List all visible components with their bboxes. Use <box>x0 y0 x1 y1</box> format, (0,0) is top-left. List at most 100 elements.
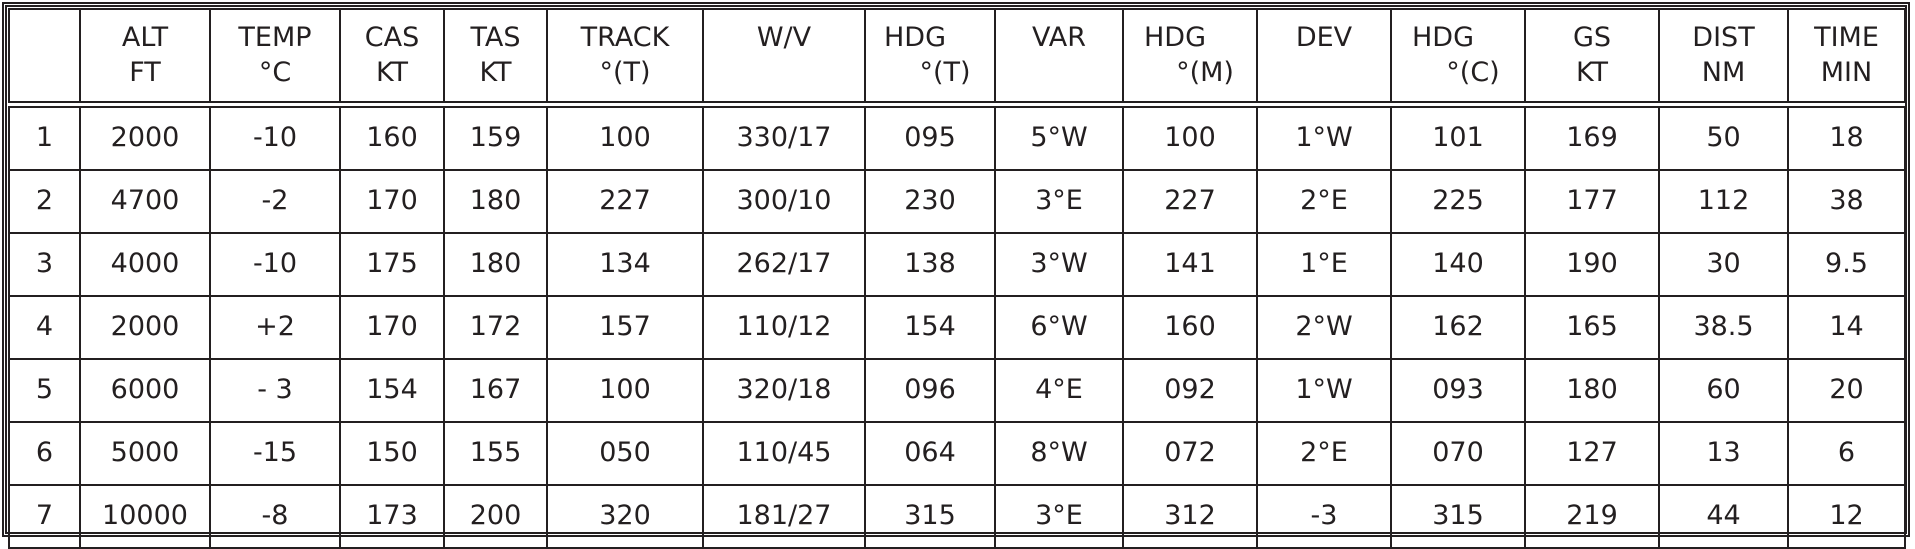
cell-dist: 112 <box>1658 168 1789 234</box>
cell-gs: 169 <box>1524 103 1660 171</box>
cell-cas: 154 <box>339 357 445 423</box>
cell-cas: 160 <box>339 103 445 171</box>
cell-hdg-compass: 070 <box>1390 420 1526 486</box>
cell-track: 320 <box>546 483 704 549</box>
cell-temp: -2 <box>209 168 341 234</box>
column-header-track: TRACK °(T) <box>546 8 704 108</box>
cell-var: 3°E <box>994 168 1124 234</box>
cell-alt: 4000 <box>79 231 211 297</box>
cell-time: 9.5 <box>1787 231 1906 297</box>
column-header-label: HDG <box>1411 22 1474 53</box>
cell-tas: 155 <box>443 420 548 486</box>
table-body: 1 2000 -10 160 159 100 330/17 095 5°W 100 1°W 101 16… <box>8 103 1906 549</box>
cell-alt: 10000 <box>79 483 211 549</box>
cell-tas: 159 <box>443 103 548 171</box>
cell-tas: 180 <box>443 168 548 234</box>
cell-dist: 38.5 <box>1658 294 1789 360</box>
table-row: 2 4700 -2 170 180 227 300/10 230 3°E 227 2°E 225 177… <box>8 168 1906 234</box>
column-header-tas: TAS KT <box>443 8 548 108</box>
cell-var: 3°W <box>994 231 1124 297</box>
cell-var: 5°W <box>994 103 1124 171</box>
cell-var: 8°W <box>994 420 1124 486</box>
cell-tas: 167 <box>443 357 548 423</box>
cell-hdg-true: 315 <box>864 483 996 549</box>
cell-index: 5 <box>8 357 81 423</box>
cell-index: 4 <box>8 294 81 360</box>
cell-cas: 175 <box>339 231 445 297</box>
cell-index: 2 <box>8 168 81 234</box>
cell-hdg-compass: 315 <box>1390 483 1526 549</box>
column-header-dev: DEV <box>1256 8 1392 108</box>
column-header-hdg-compass: HDG °(C) <box>1390 8 1526 108</box>
table-row: 7 10000 -8 173 200 320 181/27 315 3°E 312 -3 315 219… <box>8 483 1906 549</box>
cell-alt: 4700 <box>79 168 211 234</box>
cell-cas: 150 <box>339 420 445 486</box>
cell-time: 12 <box>1787 483 1906 549</box>
cell-dev: 1°W <box>1256 103 1392 171</box>
column-header-time: TIME MIN <box>1787 8 1906 108</box>
column-header-var: VAR <box>994 8 1124 108</box>
column-header-gs: GS KT <box>1524 8 1660 108</box>
cell-index: 1 <box>8 103 81 171</box>
column-header-unit: °(M) <box>1176 57 1234 89</box>
column-header-alt: ALT FT <box>79 8 211 108</box>
cell-dist: 30 <box>1658 231 1789 297</box>
cell-track: 100 <box>546 103 704 171</box>
cell-wv: 110/45 <box>702 420 866 486</box>
column-header-label: W/V <box>756 22 812 53</box>
column-header-unit: °C <box>258 57 292 89</box>
cell-var: 3°E <box>994 483 1124 549</box>
cell-gs: 165 <box>1524 294 1660 360</box>
cell-dev: 1°W <box>1256 357 1392 423</box>
cell-track: 157 <box>546 294 704 360</box>
column-header-wv: W/V <box>702 8 866 108</box>
cell-time: 14 <box>1787 294 1906 360</box>
cell-wv: 300/10 <box>702 168 866 234</box>
cell-tas: 172 <box>443 294 548 360</box>
cell-index: 7 <box>8 483 81 549</box>
cell-dist: 13 <box>1658 420 1789 486</box>
cell-alt: 6000 <box>79 357 211 423</box>
column-header-hdg-true: HDG °(T) <box>864 8 996 108</box>
column-header-unit: MIN <box>1820 57 1873 89</box>
cell-temp: -15 <box>209 420 341 486</box>
cell-index: 6 <box>8 420 81 486</box>
cell-hdg-true: 064 <box>864 420 996 486</box>
cell-dist: 60 <box>1658 357 1789 423</box>
cell-index: 3 <box>8 231 81 297</box>
cell-gs: 190 <box>1524 231 1660 297</box>
table-row: 5 6000- 3 154 167 100 320/18 096 4°E 092 1°W 093 18… <box>8 357 1906 423</box>
header-row: ALT FT TEMP °C CAS KT TAS KT TRACK °(T) W/V HDG °(T)… <box>8 8 1906 108</box>
cell-wv: 181/27 <box>702 483 866 549</box>
cell-time: 6 <box>1787 420 1906 486</box>
cell-hdg-mag: 141 <box>1122 231 1258 297</box>
cell-hdg-mag: 100 <box>1122 103 1258 171</box>
cell-hdg-mag: 092 <box>1122 357 1258 423</box>
cell-alt: 2000 <box>79 103 211 171</box>
column-header-unit: KT <box>375 57 409 89</box>
cell-hdg-compass: 093 <box>1390 357 1526 423</box>
cell-hdg-true: 096 <box>864 357 996 423</box>
cell-hdg-true: 230 <box>864 168 996 234</box>
column-header-label: DIST <box>1692 22 1755 53</box>
column-header-unit: °(T) <box>919 57 971 89</box>
flight-log-table: ALT FT TEMP °C CAS KT TAS KT TRACK °(T) W/V HDG °(T)… <box>8 8 1906 549</box>
cell-time: 20 <box>1787 357 1906 423</box>
cell-track: 134 <box>546 231 704 297</box>
cell-hdg-compass: 101 <box>1390 103 1526 171</box>
column-header-label: TIME <box>1814 22 1879 53</box>
column-header-dist: DIST NM <box>1658 8 1789 108</box>
cell-dist: 50 <box>1658 103 1789 171</box>
cell-hdg-mag: 312 <box>1122 483 1258 549</box>
cell-var: 4°E <box>994 357 1124 423</box>
cell-track: 100 <box>546 357 704 423</box>
cell-dev: -3 <box>1256 483 1392 549</box>
column-header-label: CAS <box>364 22 420 53</box>
cell-hdg-mag: 160 <box>1122 294 1258 360</box>
column-header-label: VAR <box>1032 22 1086 53</box>
cell-hdg-compass: 140 <box>1390 231 1526 297</box>
column-header-unit: KT <box>479 57 512 89</box>
table-row: 3 4000 -10 175 180 134 262/17 138 3°W 141 1°E 140 19… <box>8 231 1906 297</box>
column-header-unit: FT <box>129 57 161 89</box>
column-header-index <box>8 8 81 108</box>
